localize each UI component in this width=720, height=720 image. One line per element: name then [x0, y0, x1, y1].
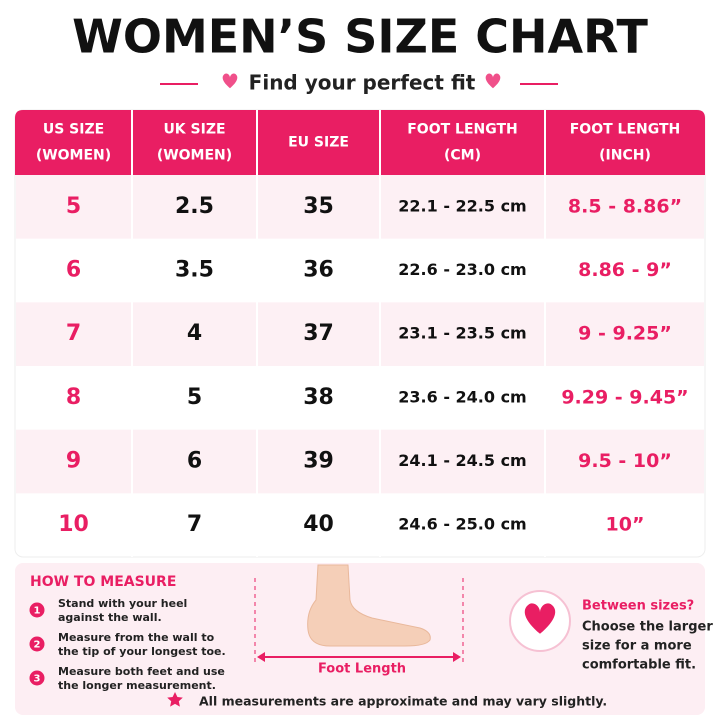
cell: 36	[303, 258, 334, 283]
tip-line: comfortable fit.	[582, 658, 696, 673]
step-badge	[29, 670, 45, 686]
column-header: FOOT LENGTH	[570, 122, 681, 138]
table-header-bg	[15, 110, 705, 175]
cell: 39	[303, 449, 334, 474]
row-bg	[16, 175, 704, 239]
cell: 9.5 - 10”	[578, 450, 672, 472]
footer-note: All measurements are approximate and may…	[199, 694, 607, 709]
cell: 7	[66, 321, 81, 346]
cell: 37	[303, 321, 334, 346]
cell: 22.6 - 23.0 cm	[398, 260, 526, 279]
cell: 24.6 - 25.0 cm	[398, 515, 526, 534]
cell: 8.86 - 9”	[578, 259, 672, 281]
row-bg	[16, 302, 704, 366]
cell: 9.29 - 9.45”	[561, 386, 688, 408]
cell: 22.1 - 22.5 cm	[398, 196, 526, 215]
step-text: Measure both feet and use	[58, 665, 225, 678]
section-title: HOW TO MEASURE	[30, 574, 176, 590]
column-header: UK SIZE	[163, 122, 225, 138]
foot	[307, 564, 431, 647]
cell: 24.1 - 24.5 cm	[398, 451, 526, 470]
column-header: FOOT LENGTH	[407, 122, 518, 138]
foot-illustration: Foot Length	[254, 564, 464, 677]
step-number: 1	[34, 606, 41, 617]
column-header: EU SIZE	[288, 135, 349, 151]
step-text: Measure from the wall to	[58, 631, 215, 644]
cell: 9	[66, 449, 81, 474]
column-header: (WOMEN)	[36, 148, 111, 164]
step-text: the longer measurement.	[58, 679, 216, 692]
cell: 3.5	[175, 258, 214, 283]
cell: 5	[187, 385, 202, 410]
tip-text: Choose the larger size for a more comforta…	[582, 620, 713, 673]
cell: 5	[66, 194, 81, 219]
cell: 4	[187, 321, 202, 346]
column-header: (INCH)	[599, 148, 651, 164]
column-header: (CM)	[444, 148, 481, 164]
tip-title: Between sizes?	[582, 599, 694, 614]
step-text: Stand with your heel	[58, 597, 187, 610]
cell: 10”	[606, 514, 645, 536]
step-text: against the wall.	[58, 611, 162, 624]
title: WOMEN’S SIZE CHART	[72, 10, 648, 64]
cell: 2.5	[175, 194, 214, 219]
cell: 38	[303, 385, 334, 410]
tip-line: Choose the larger	[582, 620, 713, 635]
step-number: 2	[34, 640, 41, 651]
cell: 35	[303, 194, 334, 219]
star-icon	[167, 692, 183, 707]
cell: 40	[303, 512, 334, 537]
column-header: (WOMEN)	[157, 148, 232, 164]
subtitle: Find your perfect fit	[249, 71, 476, 95]
step-badge	[29, 602, 45, 618]
cell: 6	[66, 258, 81, 283]
foot-length-label: Foot Length	[318, 662, 406, 677]
cell: 9 - 9.25”	[578, 323, 672, 345]
cell: 8	[66, 385, 81, 410]
size-table: US SIZE (WOMEN) UK SIZE (WOMEN) EU SIZE FOOT …	[14, 109, 706, 558]
tip-line: size for a more	[582, 639, 692, 654]
cell: 10	[58, 512, 89, 537]
cell: 7	[187, 512, 202, 537]
cell: 23.6 - 24.0 cm	[398, 387, 526, 406]
step-text: the tip of your longest toe.	[58, 645, 226, 658]
step-number: 3	[34, 674, 41, 685]
cell: 8.5 - 8.86”	[568, 195, 682, 217]
column-header: US SIZE	[43, 122, 104, 138]
step-badge	[29, 636, 45, 652]
cell: 23.1 - 23.5 cm	[398, 324, 526, 343]
row-bg	[16, 429, 704, 494]
cell: 6	[187, 449, 202, 474]
